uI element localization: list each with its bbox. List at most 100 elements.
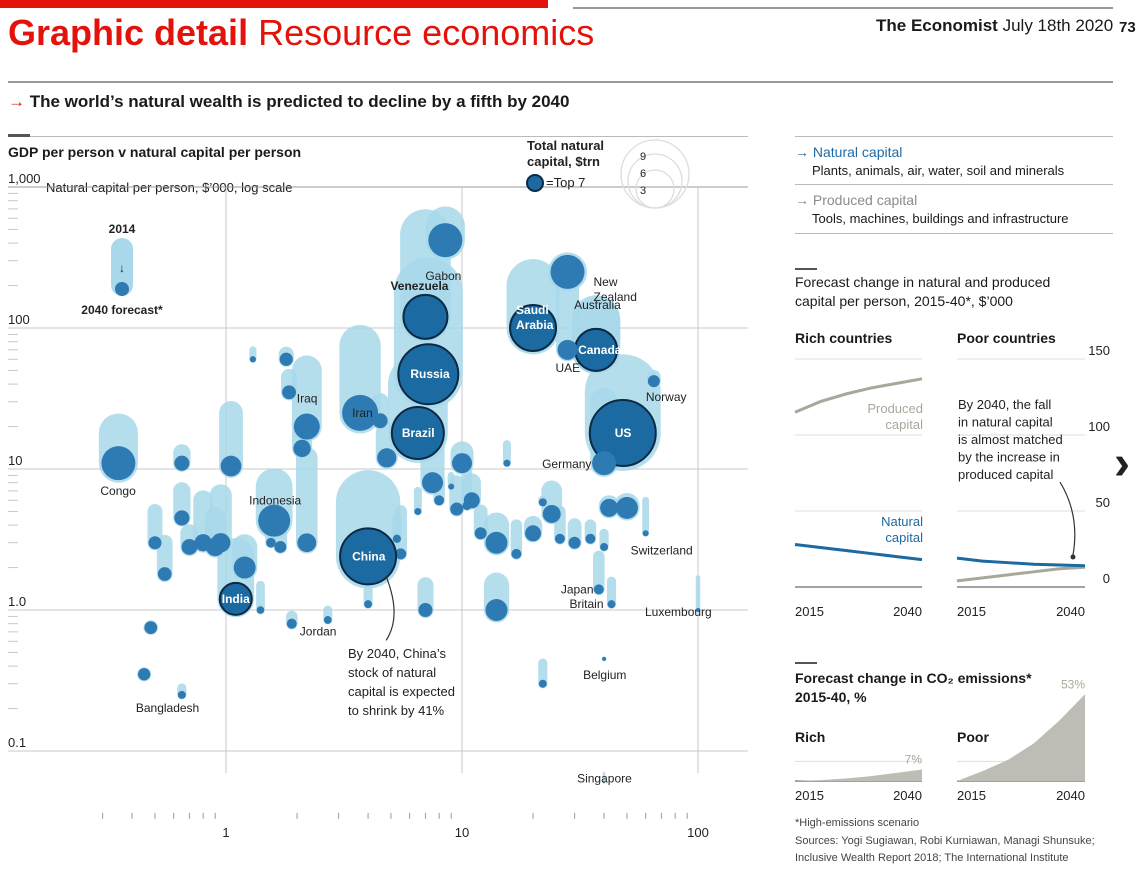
point-russia-2040-dot	[397, 343, 460, 406]
label-china: China	[352, 549, 386, 563]
brand-bar	[0, 0, 548, 8]
size-legend: 2014 ↓ 2040 forecast* Total naturalcapital,…	[81, 138, 690, 317]
size-legend-value: 3	[640, 185, 646, 197]
legend-bottom-rule	[795, 233, 1113, 234]
legend-produced-title: → Produced capital	[795, 192, 917, 208]
size-legend-title-2: capital, $trn	[527, 154, 600, 169]
country-point-2040-dot	[266, 537, 276, 548]
scatter-mark	[8, 134, 30, 137]
point-singapore-2014-ghost	[602, 771, 606, 784]
label-luxembourg: Luxembourg	[645, 605, 712, 619]
forecast-title-1: Forecast change in natural and produced	[795, 274, 1051, 290]
country-point-2040-dot	[585, 533, 596, 544]
rich-co2-area	[795, 769, 922, 781]
forecast-rich-label: Rich countries	[795, 330, 893, 346]
poor-end-label: 53%	[1061, 677, 1085, 691]
point-india-2040-dot	[218, 581, 253, 616]
forecast-note-line: produced capital	[958, 467, 1054, 482]
country-point-2040-dot	[297, 533, 317, 553]
forecast-y-tick: 0	[1103, 571, 1110, 586]
label-iraq: Iraq	[297, 392, 318, 406]
country-point-2040-dot	[434, 495, 445, 506]
forecast-note-line: By 2040, the fall	[958, 397, 1051, 412]
forecast-charts: 2015 2040 2015 2040150100500Producedcapital…	[794, 343, 1110, 619]
label-venezuela: Venezuela	[390, 279, 448, 293]
section-title-rest: Resource economics	[258, 12, 595, 53]
footnote-1: *High-emissions scenario	[795, 817, 920, 829]
forecast-y-tick: 100	[1088, 419, 1110, 434]
country-point-2040-dot	[600, 498, 619, 517]
poor-co2-area	[957, 694, 1085, 781]
country-point-2040-dot	[485, 531, 508, 554]
country-point-2040-dot	[274, 541, 287, 553]
country-point-2040-dot	[448, 483, 455, 490]
page-number: 73	[1119, 19, 1136, 36]
co2-charts: 2015 2040 7% 2015 2040 53%	[795, 677, 1085, 803]
country-point-2040-dot	[474, 527, 487, 540]
country-point-2014-ghost	[413, 486, 422, 516]
co2-title-2: 2015-40, %	[795, 689, 867, 705]
point-luxembourg-2040-dot	[696, 608, 700, 612]
point-uae-2014-ghost	[556, 277, 580, 362]
country-point-2040-dot	[395, 548, 407, 560]
footnote-2: Sources: Yogi Sugiawan, Robi Kurniawan, …	[795, 835, 1095, 847]
poor-x-tick: 2040	[1056, 604, 1085, 619]
publication-name: The Economist	[876, 16, 998, 35]
legend-natural-text: Natural capital	[812, 144, 903, 160]
rich-x-tick: 2040	[893, 788, 922, 803]
size-legend-title-1: Total natural	[527, 138, 604, 153]
y-tick-label: 1.0	[8, 594, 26, 609]
label-australia: Australia	[574, 298, 621, 312]
y-tick-label: 100	[8, 312, 30, 327]
label-saudi-arabia: Arabia	[516, 318, 554, 332]
poor-natural-capital-line	[956, 556, 1086, 568]
china-annotation-line: capital is expected	[348, 684, 455, 699]
legend-natural-desc: Plants, animals, air, water, soil and mi…	[812, 163, 1065, 178]
forecast-note-line: by the increase in	[958, 450, 1060, 465]
china-annotation-leader	[385, 576, 395, 641]
country-point-2040-dot	[377, 448, 397, 468]
legend-produced-arrow: →	[795, 192, 809, 208]
point-iraq-2040-dot	[293, 413, 320, 440]
next-page-chevron-icon[interactable]: ›	[1114, 437, 1130, 490]
size-legend-ring	[635, 169, 675, 209]
legend-top-rule	[795, 136, 1113, 137]
rich-end-label: 7%	[905, 753, 923, 767]
point-uae-2040-dot	[557, 339, 578, 360]
issue-date: July 18th 2020	[1002, 16, 1114, 35]
point-luxembourg-2014-ghost	[695, 575, 701, 613]
point-britain-2014-ghost	[606, 576, 617, 609]
headline-arrow: →	[8, 92, 25, 111]
poor-x-tick: 2015	[957, 788, 986, 803]
size-legend-ring	[627, 153, 683, 209]
x-tick-label: 10	[455, 825, 469, 840]
co2-mark	[795, 662, 817, 664]
rich-x-tick: 2015	[795, 788, 824, 803]
point-japan-2040-dot	[593, 584, 604, 595]
label-brazil: Brazil	[402, 426, 435, 440]
country-point-2040-dot	[174, 455, 190, 471]
header-rule	[573, 7, 1113, 9]
country-point-2040-dot	[256, 606, 265, 614]
country-point-2040-dot	[293, 439, 311, 458]
country-point-2040-dot	[485, 599, 508, 621]
country-point-2040-dot	[600, 542, 609, 551]
point-jordan-2040-dot	[286, 618, 297, 629]
forecast-note-line: is almost matched	[958, 432, 1063, 447]
country-point-2040-dot	[144, 621, 158, 634]
label-jordan: Jordan	[300, 625, 337, 639]
country-point-2040-dot	[525, 525, 542, 542]
country-point-2040-dot	[157, 567, 172, 581]
y-tick-label: 1,000	[8, 171, 41, 186]
headline-text: The world’s natural wealth is predicted …	[29, 92, 570, 111]
produced-capital-label: Produced	[867, 401, 923, 416]
point-switzerland-2014-ghost	[642, 496, 650, 537]
label-indonesia: Indonesia	[249, 494, 301, 508]
china-annotation-line: stock of natural	[348, 665, 436, 680]
footnote-3: Inclusive Wealth Report 2018; The Intern…	[795, 852, 1069, 864]
rich-x-tick: 2040	[893, 604, 922, 619]
label-japan: Japan	[561, 582, 594, 596]
country-point-2040-dot	[463, 492, 480, 509]
point-saudi-arabia-2040-dot	[509, 304, 558, 352]
